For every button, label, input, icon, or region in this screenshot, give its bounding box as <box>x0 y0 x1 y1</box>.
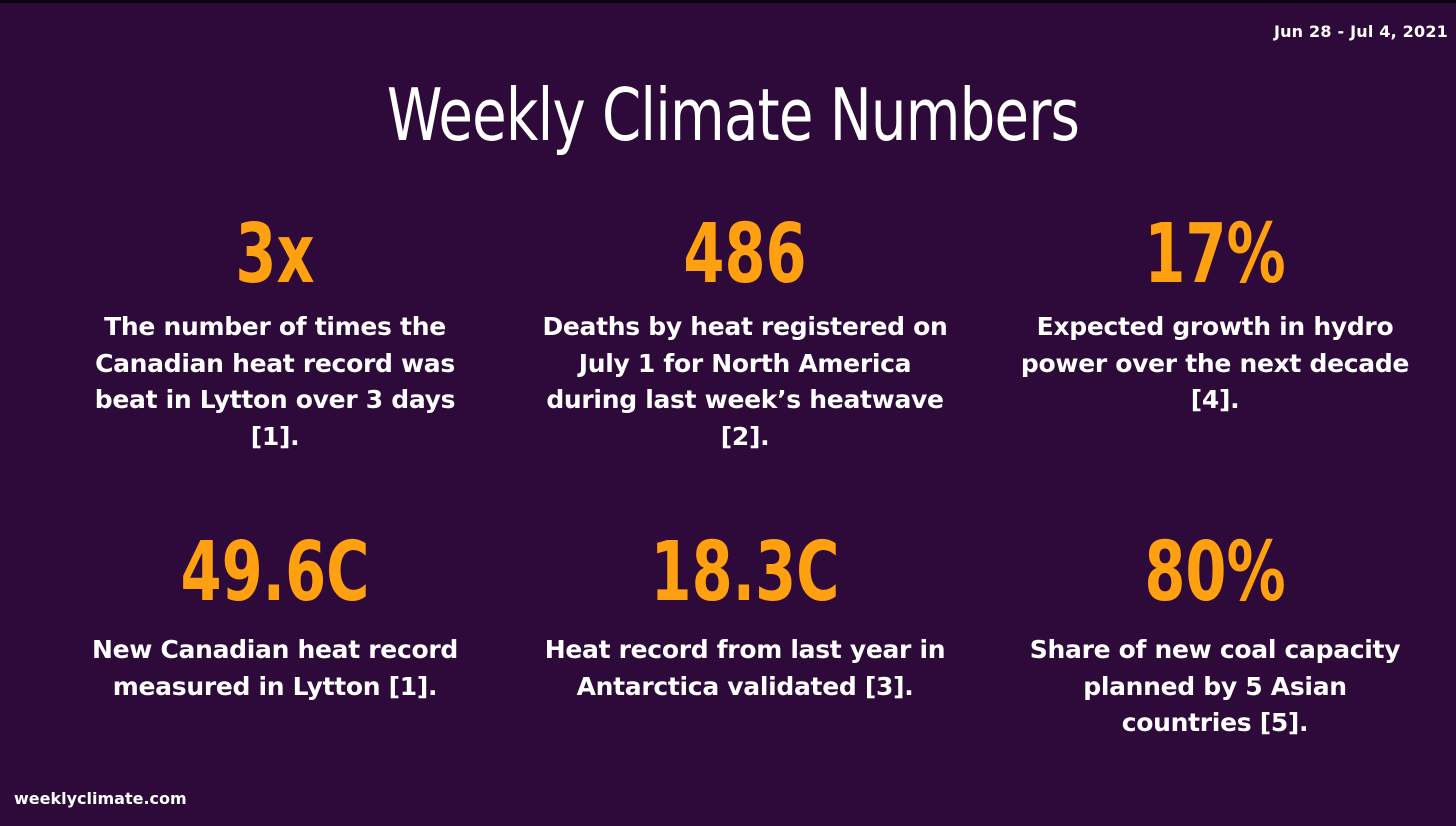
page-title: Weekly Climate Numbers <box>386 73 1080 157</box>
stat-description: The number of times the Canadian heat re… <box>94 312 456 451</box>
stat-description: Deaths by heat registered on July 1 for … <box>542 312 948 451</box>
stat-card-2: 486 Deaths by heat registered on July 1 … <box>520 207 970 455</box>
stat-description: Share of new coal capacity planned by 5 … <box>1029 635 1401 737</box>
stat-value: 49.6C <box>180 525 370 620</box>
top-border <box>0 0 1456 3</box>
stat-value: 486 <box>683 207 807 302</box>
stat-description: New Canadian heat record measured in Lyt… <box>92 635 458 701</box>
stat-card-3: 17% Expected growth in hydro power over … <box>990 207 1440 419</box>
stat-value: 18.3C <box>650 525 840 620</box>
stat-card-1: 3x The number of times the Canadian heat… <box>50 207 500 455</box>
stat-card-4: 49.6C New Canadian heat record measured … <box>50 525 500 705</box>
stat-value: 3x <box>235 207 315 302</box>
stat-card-6: 80% Share of new coal capacity planned b… <box>990 525 1440 742</box>
stat-description: Expected growth in hydro power over the … <box>1020 312 1410 414</box>
date-range: Jun 28 - Jul 4, 2021 <box>1273 22 1448 41</box>
stat-value: 80% <box>1144 525 1286 620</box>
stat-card-5: 18.3C Heat record from last year in Anta… <box>520 525 970 705</box>
stat-description: Heat record from last year in Antarctica… <box>544 635 946 701</box>
stat-value: 17% <box>1144 207 1286 302</box>
footer-website: weeklyclimate.com <box>14 789 187 808</box>
